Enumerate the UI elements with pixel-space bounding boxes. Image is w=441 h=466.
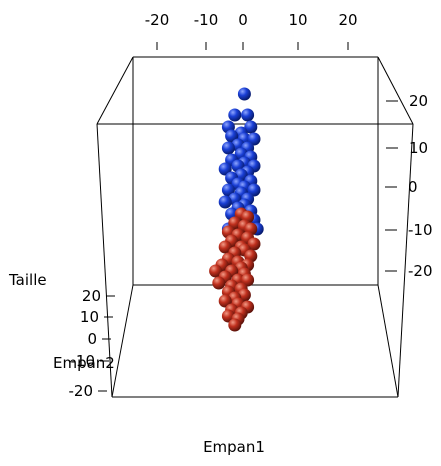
y-tick-label: -10 [71, 352, 96, 370]
box-edge [377, 56, 414, 125]
y-tick-label: 0 [87, 330, 97, 348]
z-axis-label: Taille [8, 271, 47, 289]
z-tick-label: -20 [408, 262, 433, 280]
data-point-red [241, 273, 255, 287]
x-tick-label: 0 [238, 11, 248, 29]
y-tick-label: -20 [69, 382, 94, 400]
data-point-red [218, 294, 232, 308]
data-point-red [228, 318, 242, 332]
x-tick-label: 10 [288, 11, 307, 29]
z-tick-label: -10 [408, 221, 433, 239]
x-axis-label: Empan1 [203, 438, 265, 456]
data-point-blue [241, 108, 255, 122]
axis-labels: Empan1 Empan2 Taille [8, 271, 265, 456]
data-point-blue [218, 195, 232, 209]
y-tick-label: 20 [82, 287, 101, 305]
box-edge [96, 123, 113, 398]
box-edge [397, 123, 414, 398]
y-tick-label: 10 [80, 308, 99, 326]
box-edge [377, 284, 399, 398]
box-edge [111, 284, 134, 398]
y-axis-label: Empan2 [53, 354, 115, 372]
data-point-red [218, 240, 232, 254]
data-point-red [212, 276, 226, 290]
data-point-red [247, 237, 261, 251]
data-points [209, 87, 264, 332]
z-tick-label: 0 [408, 178, 418, 196]
data-point-blue [244, 120, 258, 134]
tick-labels: -20 -10 0 10 20 20 10 0 -10 -20 20 10 0 -10 -20 [69, 11, 433, 400]
data-point-blue [237, 87, 251, 101]
data-point-blue [221, 141, 235, 155]
box-edge [96, 56, 134, 125]
z-tick-label: 10 [409, 139, 428, 157]
data-point-blue [221, 183, 235, 197]
data-point-blue [228, 108, 242, 122]
data-point-blue [218, 162, 232, 176]
data-point-blue [247, 132, 261, 146]
x-tick-label: -20 [145, 11, 170, 29]
x-tick-label: -10 [194, 11, 219, 29]
data-point-blue [247, 183, 261, 197]
data-point-red [209, 264, 223, 278]
data-point-blue [225, 129, 239, 143]
x-tick-label: 20 [338, 11, 357, 29]
z-tick-label: 20 [409, 92, 428, 110]
